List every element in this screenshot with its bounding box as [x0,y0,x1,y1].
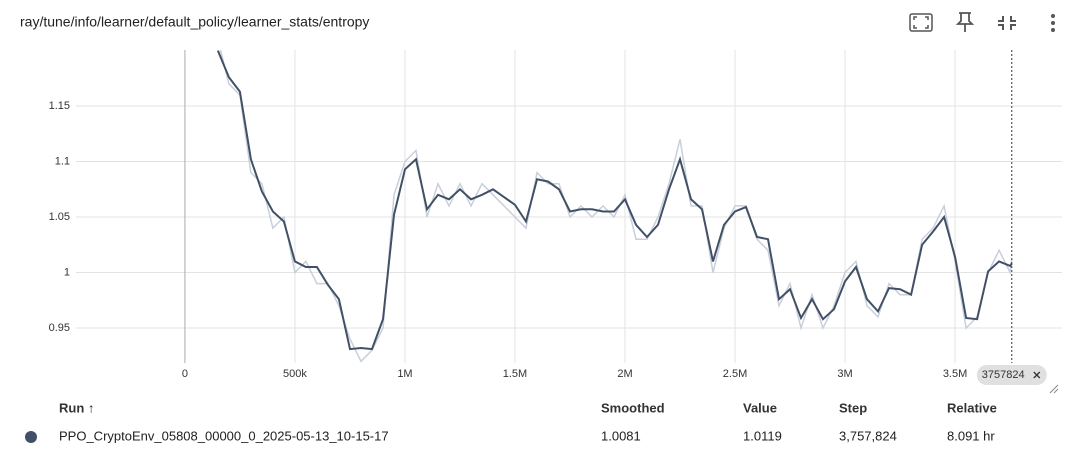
grid [76,50,1062,363]
cell: 1.0119 [743,428,782,443]
x-tick-label: 3.5M [943,368,967,380]
x-tick-label: 1.5M [503,368,527,380]
fit-domain-button[interactable] [909,13,933,32]
x-tick-label: 1M [397,368,412,380]
cell: 3,757,824 [839,428,897,443]
column-header[interactable]: Relative [947,400,997,415]
collapse-button[interactable] [998,16,1016,30]
x-tick-label: 0 [182,368,188,380]
more-button[interactable] [1051,14,1055,32]
column-header[interactable]: Smoothed [601,400,665,415]
plot-area [216,50,1013,363]
hover-close[interactable] [1033,371,1041,379]
y-tick-label: 1.1 [55,155,70,167]
pin-button[interactable] [955,12,975,32]
column-header[interactable]: Value [743,400,777,415]
column-header[interactable]: Step [839,400,867,415]
x-tick-label: 3M [837,368,852,380]
cell: 1.0081 [601,428,641,443]
x-tick-label: 500k [283,368,307,380]
raw-line [219,50,1013,363]
run-name: PPO_CryptoEnv_05808_00000_0_2025-05-13_1… [59,428,389,443]
hover-chip [976,365,1047,385]
resize-handle[interactable] [1049,384,1059,394]
x-tick-label: 2M [617,368,632,380]
smoothed-line [216,50,1013,351]
y-tick-label: 1.05 [49,211,70,223]
cell: 8.091 hr [947,428,995,443]
x-tick-label: 2.5M [723,368,747,380]
y-tick-label: 1.15 [49,100,70,112]
axes: 0.95 1 1.05 1.1 1.15 0 500k 1M 1.5M 2M 2.5M 3M 3.5M 3… [49,50,1047,385]
card-title: ray/tune/info/learner/default_policy/lea… [20,14,369,30]
column-header[interactable]: Run ↑ [59,400,94,415]
run-color [25,431,37,443]
y-tick-label: 1 [64,266,70,278]
hover-step-label: 3757824 [982,369,1025,381]
y-tick-label: 0.95 [49,322,70,334]
data-table: Run ↑ Smoothed Value Step Relative PPO_C… [25,400,997,443]
